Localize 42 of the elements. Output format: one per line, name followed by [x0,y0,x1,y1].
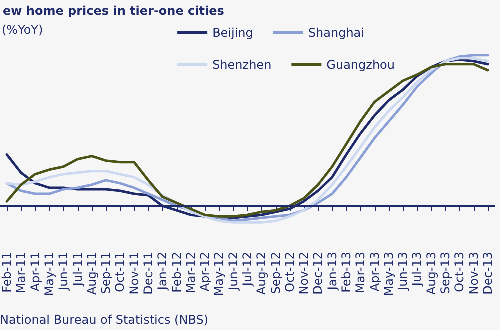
chart-title: ew home prices in tier-one cities [3,4,224,18]
x-tick-label: Apr-13 [368,252,382,292]
y-axis-title: (%YoY) [2,23,44,37]
x-tick-label: Jul-12 [240,252,254,288]
x-tick-label: Jul-13 [410,252,424,288]
x-tick-label: Aug-12 [254,252,269,296]
x-tick-label: Aug-13 [424,252,438,296]
x-tick-label: May-12 [212,252,226,296]
x-tick-label: Apr-12 [198,252,212,292]
x-tick-label: Mar-12 [184,252,198,294]
x-tick-label: Jun-11 [56,252,71,292]
legend-label: Guangzhou [326,58,396,72]
x-tick-label: Mar-11 [14,252,28,294]
x-tick-label: Aug-11 [84,252,99,296]
x-tick-label: Jan-12 [156,252,170,292]
x-tick-label: Oct-13 [452,252,467,292]
x-tick-label: Dec-13 [480,252,495,295]
x-tick-label: Oct-12 [282,252,297,292]
legend-label: Shenzhen [212,58,272,72]
x-tick-label: Feb-11 [0,252,14,293]
x-tick-label: Nov-13 [466,252,481,295]
x-tick-label: Apr-11 [28,252,42,292]
x-tick-label: Feb-13 [340,252,354,293]
x-tick-label: Dec-12 [311,252,326,295]
x-tick-label: Oct-11 [113,252,128,292]
x-tick-label: Mar-13 [354,252,368,294]
x-tick-label: May-11 [42,252,56,296]
x-tick-label: Dec-11 [142,252,156,295]
x-tick-label: May-13 [382,252,396,296]
x-tick-label: Feb-12 [170,252,184,293]
x-tick-label: Jan-13 [325,252,340,292]
legend-label: Shanghai [308,26,364,40]
x-tick-label: Sep-12 [268,252,283,294]
x-tick-label: Sep-11 [99,252,114,294]
x-tick-label: Jul-11 [70,252,85,288]
x-tick-label: Jun-12 [226,252,240,292]
x-tick-label: Jun-13 [396,252,410,292]
x-tick-label: Sep-13 [438,252,452,294]
x-tick-label: Nov-11 [127,252,142,295]
x-tick-label: Nov-12 [297,252,312,295]
legend-label: Beijing [212,26,254,40]
text: National Bureau of Statistics (NBS) [0,313,209,327]
